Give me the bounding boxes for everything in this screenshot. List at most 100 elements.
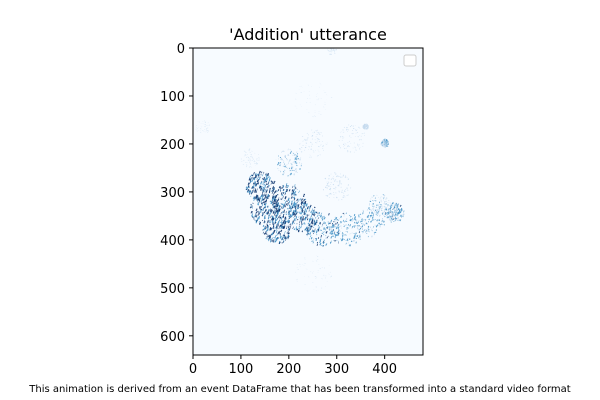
event-mark: [305, 210, 307, 213]
event-mark: [261, 177, 264, 180]
event-mark: [293, 211, 296, 214]
event-mark: [323, 227, 325, 230]
event-mark: [293, 216, 295, 219]
event-mark: [383, 208, 386, 211]
event-mark: [366, 230, 368, 233]
event-mark: [277, 211, 279, 214]
event-mark: [268, 184, 270, 187]
event-mark: [292, 190, 295, 194]
event-mark: [282, 188, 285, 191]
event-mark: [396, 206, 398, 209]
event-mark: [282, 221, 285, 224]
event-mark: [300, 205, 303, 208]
event-mark: [313, 211, 316, 214]
event-mark: [315, 237, 318, 241]
event-mark: [256, 196, 259, 199]
event-mark: [266, 224, 268, 229]
event-mark: [289, 223, 292, 226]
event-mark: [362, 211, 364, 214]
event-mark: [289, 205, 292, 209]
event-mark: [283, 203, 285, 207]
event-mark: [275, 207, 278, 211]
event-mark: [267, 181, 270, 186]
event-mark: [291, 205, 294, 209]
event-mark: [279, 186, 282, 190]
event-mark: [338, 218, 340, 220]
event-mark: [386, 211, 388, 214]
event-mark: [329, 222, 331, 225]
event-mark: [247, 182, 249, 186]
event-mark: [301, 198, 304, 201]
event-mark: [298, 190, 300, 194]
event-mark: [349, 244, 352, 247]
event-mark: [289, 173, 291, 176]
event-mark: [261, 196, 264, 200]
event-mark: [401, 208, 403, 211]
event-mark: [294, 212, 297, 215]
event-mark: [280, 186, 283, 190]
event-mark: [397, 205, 399, 208]
event-mark: [303, 212, 306, 216]
event-mark: [275, 199, 277, 203]
event-mark: [283, 195, 285, 198]
event-mark: [299, 168, 301, 170]
event-mark: [309, 227, 312, 230]
event-mark: [364, 219, 367, 221]
event-mark: [328, 212, 330, 216]
event-mark: [299, 220, 301, 224]
y-tick-label: 300: [160, 186, 185, 201]
event-mark: [259, 207, 261, 210]
event-mark: [309, 232, 312, 235]
event-mark: [352, 239, 355, 242]
event-mark: [288, 189, 291, 192]
event-mark: [303, 198, 306, 202]
heatmap-layer: [195, 47, 405, 292]
event-mark: [294, 169, 296, 172]
event-mark: [268, 179, 271, 183]
event-mark: [258, 220, 260, 223]
event-mark: [288, 232, 290, 234]
event-mark: [292, 212, 295, 216]
event-mark: [331, 230, 334, 233]
event-mark: [288, 212, 290, 216]
event-mark: [279, 163, 282, 166]
event-mark: [260, 194, 263, 198]
event-mark: [279, 215, 281, 218]
event-mark: [314, 221, 316, 225]
event-mark: [311, 217, 313, 220]
event-mark: [291, 192, 294, 196]
x-tick-label: 400: [372, 362, 397, 377]
event-mark: [282, 214, 285, 218]
event-mark: [300, 207, 303, 210]
event-mark: [284, 231, 286, 235]
event-mark: [271, 239, 274, 243]
event-mark: [326, 226, 329, 229]
event-mark: [371, 214, 373, 217]
event-mark: [365, 229, 367, 232]
event-mark: [356, 222, 359, 225]
event-mark: [305, 229, 308, 232]
event-mark: [383, 220, 385, 223]
event-mark: [273, 180, 276, 184]
event-mark: [274, 196, 276, 199]
event-mark: [308, 226, 311, 230]
event-mark: [254, 214, 256, 218]
event-mark: [262, 189, 264, 192]
event-mark: [347, 194, 349, 196]
event-mark: [387, 211, 390, 214]
event-mark: [264, 226, 267, 230]
event-mark: [275, 200, 279, 204]
event-mark: [363, 219, 365, 221]
event-mark: [307, 230, 310, 233]
event-mark: [376, 225, 378, 228]
event-mark: [321, 218, 324, 221]
event-mark: [271, 181, 274, 184]
event-mark: [353, 213, 356, 217]
event-mark: [387, 216, 389, 219]
event-mark: [383, 202, 385, 205]
event-mark: [322, 240, 325, 243]
legend: [403, 54, 417, 67]
event-mark: [274, 190, 277, 193]
event-mark: [335, 219, 337, 223]
event-mark: [359, 213, 362, 216]
